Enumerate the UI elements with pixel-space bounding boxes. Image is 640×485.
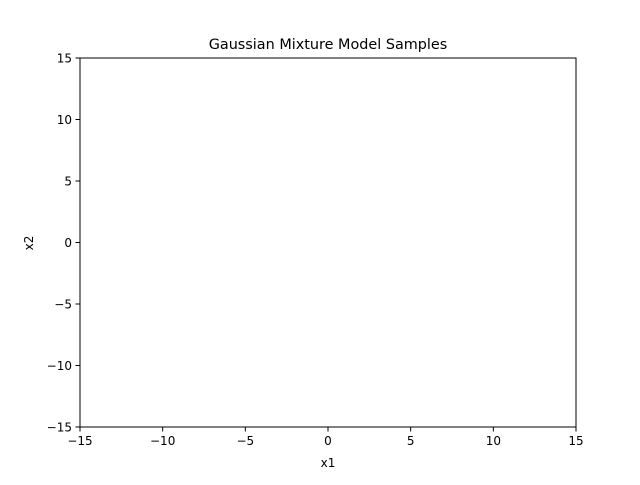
y-tick-label: −15 (47, 421, 72, 435)
x-axis-ticks: −15 −10 −5 0 5 10 15 (67, 427, 584, 448)
y-tick-label: 15 (57, 52, 72, 66)
y-tick-label: −10 (47, 359, 72, 373)
y-axis-ticks: −15 −10 −5 0 5 10 15 (47, 52, 80, 435)
x-tick-label: −10 (150, 434, 175, 448)
y-tick-label: 0 (64, 236, 72, 250)
y-tick-label: −5 (54, 298, 72, 312)
x-tick-label: −5 (236, 434, 254, 448)
y-tick-label: 10 (57, 113, 72, 127)
x-tick-label: 15 (568, 434, 583, 448)
y-axis-label: x2 (22, 236, 36, 251)
chart-title: Gaussian Mixture Model Samples (209, 37, 448, 53)
x-axis-label: x1 (321, 456, 336, 470)
plot-background (80, 58, 576, 427)
x-tick-label: 5 (407, 434, 415, 448)
x-tick-label: −15 (67, 434, 92, 448)
x-tick-label: 10 (486, 434, 501, 448)
x-tick-label: 0 (324, 434, 332, 448)
plot-area (79, 57, 577, 428)
y-tick-label: 5 (64, 175, 72, 189)
